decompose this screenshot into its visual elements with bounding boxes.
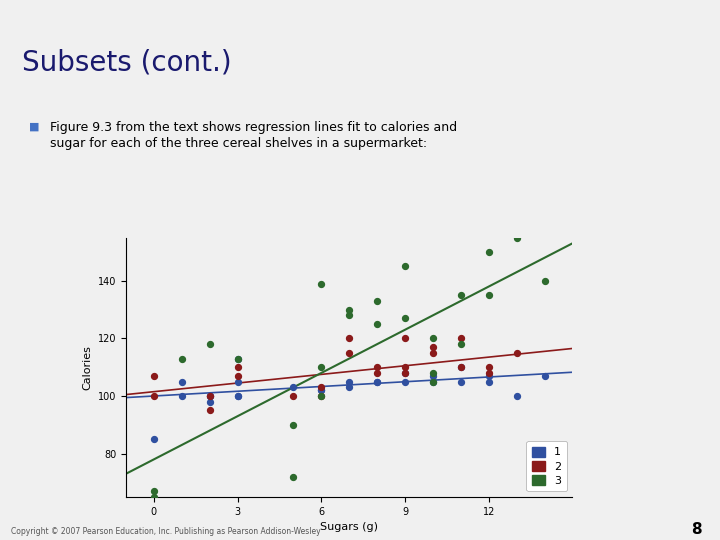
Point xyxy=(315,392,327,400)
Point xyxy=(510,233,522,242)
Point xyxy=(483,291,495,300)
Text: Figure 9.3 from the text shows regression lines fit to calories and
sugar for ea: Figure 9.3 from the text shows regressio… xyxy=(50,122,457,150)
Point xyxy=(483,372,495,380)
Point xyxy=(372,363,383,372)
Point xyxy=(148,392,160,400)
Point xyxy=(232,363,243,372)
Point xyxy=(539,276,550,285)
Point xyxy=(343,348,355,357)
Point xyxy=(232,354,243,363)
Point xyxy=(204,392,215,400)
Point xyxy=(372,377,383,386)
Point xyxy=(483,377,495,386)
Point xyxy=(455,340,467,348)
Point xyxy=(204,392,215,400)
Point xyxy=(315,392,327,400)
Point xyxy=(399,334,410,343)
Point xyxy=(455,377,467,386)
Point xyxy=(148,487,160,495)
Point xyxy=(539,372,550,380)
Point xyxy=(343,377,355,386)
Point xyxy=(204,406,215,415)
Text: Subsets (cont.): Subsets (cont.) xyxy=(22,49,231,77)
Point xyxy=(315,386,327,395)
Point xyxy=(232,377,243,386)
Point xyxy=(232,392,243,400)
Point xyxy=(372,320,383,328)
Point xyxy=(315,386,327,395)
Point xyxy=(287,383,300,391)
Point xyxy=(399,369,410,377)
Point xyxy=(399,363,410,372)
Point xyxy=(483,248,495,256)
Point xyxy=(427,369,438,377)
Point xyxy=(287,421,300,429)
Point xyxy=(427,377,438,386)
Point xyxy=(315,383,327,391)
Point xyxy=(510,392,522,400)
Point xyxy=(427,377,438,386)
Point xyxy=(287,472,300,481)
Point xyxy=(148,492,160,501)
Point xyxy=(204,340,215,348)
Point xyxy=(232,372,243,380)
Text: 8: 8 xyxy=(691,522,702,537)
Point xyxy=(427,334,438,343)
Point xyxy=(399,369,410,377)
Point xyxy=(455,291,467,300)
Point xyxy=(399,314,410,322)
Point xyxy=(510,348,522,357)
Y-axis label: Calories: Calories xyxy=(82,345,92,390)
Point xyxy=(483,369,495,377)
Point xyxy=(372,296,383,305)
X-axis label: Sugars (g): Sugars (g) xyxy=(320,522,378,532)
Point xyxy=(343,334,355,343)
Point xyxy=(372,377,383,386)
Point xyxy=(372,369,383,377)
Point xyxy=(427,372,438,380)
Point xyxy=(343,383,355,391)
Point xyxy=(315,363,327,372)
Point xyxy=(483,363,495,372)
Point xyxy=(427,343,438,352)
Point xyxy=(232,354,243,363)
Point xyxy=(399,377,410,386)
Point xyxy=(455,334,467,343)
Point xyxy=(204,392,215,400)
Point xyxy=(148,372,160,380)
Point xyxy=(343,311,355,320)
Point xyxy=(399,262,410,271)
Point xyxy=(287,392,300,400)
Point xyxy=(204,397,215,406)
Point xyxy=(455,363,467,372)
Text: Copyright © 2007 Pearson Education, Inc. Publishing as Pearson Addison-Wesley: Copyright © 2007 Pearson Education, Inc.… xyxy=(11,526,320,536)
Point xyxy=(343,305,355,314)
Point xyxy=(176,354,187,363)
Point xyxy=(232,392,243,400)
Point xyxy=(176,392,187,400)
Legend: 1, 2, 3: 1, 2, 3 xyxy=(526,441,567,491)
Point xyxy=(176,377,187,386)
Point xyxy=(427,348,438,357)
Point xyxy=(148,435,160,443)
Point xyxy=(315,279,327,288)
Point xyxy=(455,363,467,372)
Text: ■: ■ xyxy=(29,122,40,132)
